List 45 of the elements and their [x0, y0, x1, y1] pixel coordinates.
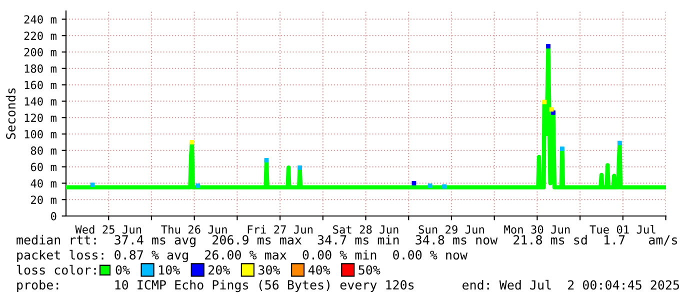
point	[442, 184, 447, 189]
point	[542, 100, 547, 104]
legend-label: 20%	[208, 265, 230, 275]
y-tick-label: 20 m	[31, 196, 56, 204]
point	[546, 44, 550, 48]
point	[264, 158, 269, 162]
y-tick-label: 60 m	[30, 162, 56, 172]
y-tick-label: 240 m	[24, 15, 56, 24]
point	[560, 146, 564, 151]
text: probe: 10 ICMP Echo Pings (56 Bytes) every 120s	[17, 280, 414, 292]
point	[190, 140, 194, 144]
text: packet loss: 0.87 % avg 26.00 % max 0.00 % min 0.00 % now	[17, 250, 468, 262]
x-tick-label: Thu 26 Jun	[161, 225, 227, 234]
legend-label: 10%	[159, 265, 180, 275]
x-tick-label: Fri 27 Jun	[248, 225, 313, 234]
point	[298, 165, 302, 170]
legend-title: loss color:	[16, 264, 96, 275]
point	[196, 183, 200, 188]
text: median rtt: 37.4 ms avg 206.9 ms max 34.7 ms min 34.8 ms now 21.8 ms sd 1.7 am/s	[16, 234, 678, 248]
y-tick-label: 100 m	[24, 130, 56, 138]
y-tick-label: 0	[51, 212, 56, 220]
legend-label: 40%	[308, 265, 330, 275]
legend-label: 0%	[116, 265, 130, 275]
y-tick-label: 120 m	[24, 114, 56, 122]
legend-label: 50%	[358, 265, 380, 275]
x-tick-label: Mon 30 Jun	[504, 225, 570, 234]
x-tick-label: Sun 29 Jun	[418, 225, 484, 234]
y-tick-label: 160 m	[24, 80, 56, 90]
y-axis-title: Seconds	[6, 88, 16, 139]
y-tick-label: 180 m	[24, 64, 56, 73]
point	[428, 183, 432, 188]
x-tick-label: Sat 28 Jun	[333, 225, 398, 234]
point	[549, 107, 554, 112]
x-tick-label: Wed 25 Jun	[75, 225, 142, 234]
y-tick-label: 80 m	[30, 146, 56, 155]
point	[412, 181, 416, 186]
y-tick-label: 220 m	[24, 32, 56, 40]
y-tick-label: 40 m	[30, 179, 56, 188]
x-tick-label: Tue 01 Jul	[590, 225, 656, 234]
point	[90, 182, 95, 188]
text: end: Wed Jul 2 00:04:45 2025	[462, 280, 680, 290]
legend-label: 30%	[258, 265, 280, 275]
point	[617, 140, 622, 146]
y-tick-label: 200 m	[24, 48, 56, 56]
y-tick-label: 140 m	[24, 97, 56, 106]
